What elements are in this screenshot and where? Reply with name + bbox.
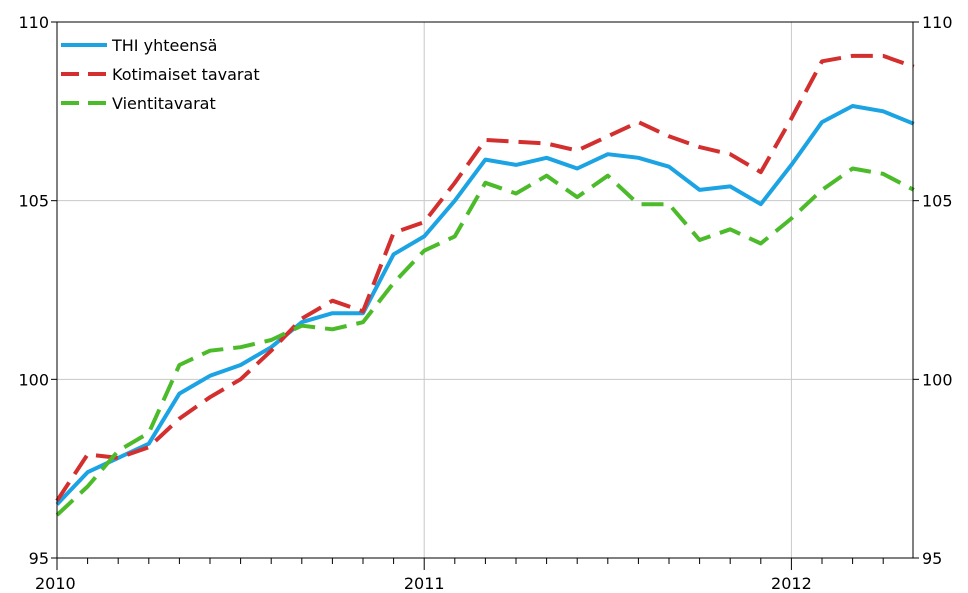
x-tick-label: 2011 [404, 574, 445, 593]
y-tick-label-left: 100 [18, 370, 49, 389]
series-line-1 [55, 104, 915, 506]
axis-tick-labels: 95 95 100 100 105 105 110 110 2010 2011 2012 [18, 13, 952, 593]
axis-ticks [51, 21, 919, 570]
legend-label-3: Vientitavarat [112, 94, 216, 113]
series-line-2 [55, 53, 915, 502]
series-lines [55, 53, 915, 517]
y-tick-label-right: 95 [922, 549, 942, 568]
x-tick-label: 2012 [771, 574, 812, 593]
y-tick-label-left: 95 [29, 549, 49, 568]
gridlines [57, 22, 913, 558]
y-tick-label-right: 100 [922, 370, 953, 389]
y-tick-label-left: 110 [18, 13, 49, 32]
x-tick-label: 2010 [35, 574, 76, 593]
legend-label-1: THI yhteensä [111, 36, 217, 55]
y-tick-label-right: 105 [922, 192, 953, 211]
legend-label-2: Kotimaiset tavarat [112, 65, 260, 84]
y-tick-label-right: 110 [922, 13, 953, 32]
legend: THI yhteensä Kotimaiset tavarat Vientitava… [61, 36, 260, 113]
series-line-3 [55, 166, 915, 517]
y-tick-label-left: 105 [18, 192, 49, 211]
